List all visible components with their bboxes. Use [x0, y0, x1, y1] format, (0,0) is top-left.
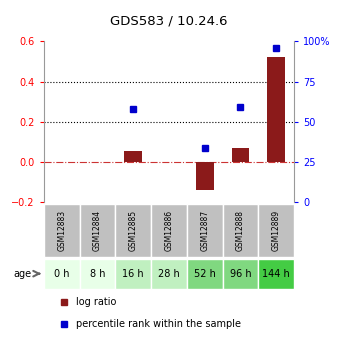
Text: GSM12883: GSM12883 [57, 210, 66, 251]
Text: 0 h: 0 h [54, 269, 70, 279]
Bar [151, 259, 187, 289]
Bar [223, 259, 258, 289]
Bar [44, 259, 80, 289]
Text: GSM12888: GSM12888 [236, 210, 245, 251]
Bar [80, 259, 115, 289]
Text: age: age [13, 269, 31, 279]
Bar [223, 204, 258, 257]
Bar [80, 204, 115, 257]
Bar [267, 58, 285, 162]
Text: 52 h: 52 h [194, 269, 216, 279]
Bar [44, 204, 80, 257]
Text: log ratio: log ratio [76, 296, 117, 306]
Text: GSM12887: GSM12887 [200, 210, 209, 251]
Text: 144 h: 144 h [262, 269, 290, 279]
Text: percentile rank within the sample: percentile rank within the sample [76, 318, 241, 328]
Bar [258, 204, 294, 257]
Text: 8 h: 8 h [90, 269, 105, 279]
Text: 28 h: 28 h [158, 269, 180, 279]
Bar [187, 259, 223, 289]
Bar [187, 204, 223, 257]
Bar [151, 204, 187, 257]
Bar [196, 162, 214, 190]
Bar [258, 259, 294, 289]
Text: GSM12889: GSM12889 [272, 210, 281, 251]
Text: GSM12886: GSM12886 [165, 210, 173, 251]
Bar [115, 204, 151, 257]
Bar [124, 151, 142, 162]
Text: GSM12885: GSM12885 [129, 210, 138, 251]
Text: 96 h: 96 h [230, 269, 251, 279]
Text: GSM12884: GSM12884 [93, 210, 102, 251]
Text: 16 h: 16 h [122, 269, 144, 279]
Bar [115, 259, 151, 289]
Bar [232, 148, 249, 162]
Text: GDS583 / 10.24.6: GDS583 / 10.24.6 [110, 14, 228, 28]
